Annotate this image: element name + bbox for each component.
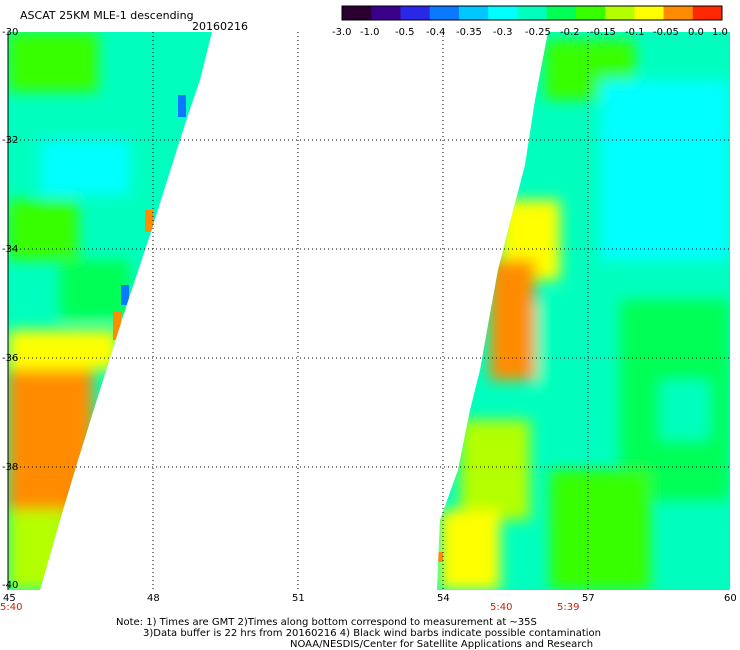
lon-label: 45 — [3, 593, 16, 604]
lon-label: 48 — [147, 593, 160, 604]
lat-label: -34 — [2, 244, 19, 255]
colorbar-segment — [692, 6, 723, 20]
colorbar — [341, 5, 723, 21]
colorbar-tick: -0.35 — [456, 27, 482, 38]
colorbar-tick: -1.0 — [360, 27, 380, 38]
footnote-line-1: Note: 1) Times are GMT 2)Times along bot… — [116, 617, 537, 628]
colorbar-segment — [517, 6, 548, 20]
colorbar-segment — [663, 6, 694, 20]
colorbar-tick: -0.25 — [525, 27, 551, 38]
pass-time: 5:40 — [490, 602, 513, 613]
colorbar-tick: -0.1 — [625, 27, 645, 38]
lon-label: 54 — [437, 593, 450, 604]
colorbar-tick: 1.0 — [712, 27, 728, 38]
product-date: 20160216 — [192, 20, 248, 33]
lat-label: -40 — [2, 580, 19, 591]
colorbar-segment — [371, 6, 401, 20]
footnote-line-2: 3)Data buffer is 22 hrs from 20160216 4)… — [143, 628, 601, 639]
colorbar-tick: 0.0 — [688, 27, 704, 38]
colorbar-segment — [575, 6, 606, 20]
colorbar-tick: -0.5 — [395, 27, 415, 38]
colorbar-segment — [488, 6, 518, 20]
colorbar-tick: -0.15 — [590, 27, 616, 38]
colorbar-segment — [429, 6, 460, 20]
right-swath — [437, 32, 730, 590]
product-title: ASCAT 25KM MLE-1 descending — [20, 9, 194, 22]
colorbar-segment — [634, 6, 665, 20]
colorbar-tick: -0.2 — [560, 27, 580, 38]
lat-label: -30 — [2, 27, 19, 38]
colorbar-frame — [341, 5, 723, 21]
pass-time: 5:40 — [0, 602, 23, 613]
graticule — [8, 32, 732, 590]
lon-label: 51 — [292, 593, 305, 604]
lat-label: -32 — [2, 135, 19, 146]
lon-label: 57 — [582, 593, 595, 604]
colorbar-tick: -0.05 — [653, 27, 679, 38]
colorbar-tick: -0.4 — [426, 27, 446, 38]
footnote-line-3: NOAA/NESDIS/Center for Satellite Applica… — [290, 639, 594, 650]
colorbar-tick: -3.0 — [332, 27, 352, 38]
pass-time: 5:39 — [557, 602, 580, 613]
colorbar-segment — [605, 6, 635, 20]
colorbar-segment — [546, 6, 577, 20]
left-swath — [8, 32, 212, 590]
colorbar-segment — [400, 6, 431, 20]
lat-label: -38 — [2, 462, 19, 473]
colorbar-segment — [458, 6, 489, 20]
lat-label: -36 — [2, 353, 19, 364]
colorbar-segment — [342, 6, 372, 20]
colorbar-tick: -0.3 — [493, 27, 513, 38]
lon-label: 60 — [724, 593, 737, 604]
